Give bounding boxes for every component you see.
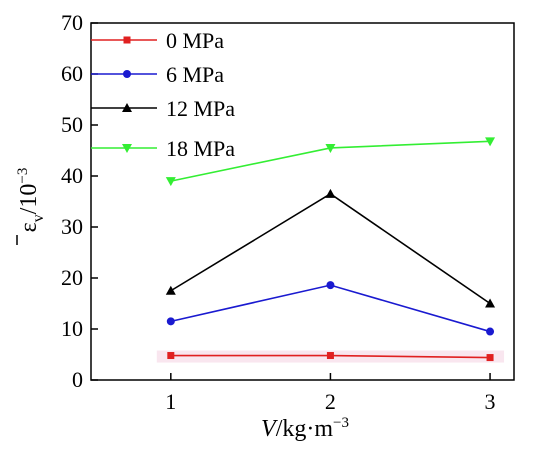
y-axis-label: εv/10−3 [15, 168, 47, 245]
data-point [325, 143, 336, 153]
y-tick-label: 60 [61, 61, 83, 86]
legend-marker [122, 103, 132, 112]
legend-item: 18 MPa [91, 136, 235, 161]
y-tick-label: 0 [72, 367, 83, 392]
legend-marker [123, 70, 131, 78]
legend-label: 0 MPa [166, 28, 224, 53]
data-point [326, 352, 334, 360]
data-point [325, 188, 336, 198]
y-axis-label-exponent: −3 [15, 168, 31, 184]
x-tick-label: 2 [325, 389, 336, 414]
legend-marker [123, 36, 131, 44]
series-3 [165, 137, 496, 187]
legend-item: 12 MPa [91, 96, 235, 121]
data-point [166, 317, 175, 326]
legend-item: 6 MPa [91, 62, 224, 87]
data-point [165, 177, 176, 187]
y-tick-label: 20 [61, 265, 83, 290]
data-point [165, 285, 176, 295]
y-tick-label: 30 [61, 214, 83, 239]
legend: 0 MPa 6 MPa 12 MPa 18 MPa [91, 28, 235, 161]
x-axis-label-unit: /kg·m [276, 416, 334, 442]
x-tick-label: 3 [485, 389, 496, 414]
data-point [485, 137, 496, 147]
series-2 [165, 188, 496, 308]
y-axis-label-subscript: v [30, 214, 47, 222]
plot-frame [90, 22, 515, 381]
series-lines [165, 137, 496, 362]
data-point [167, 352, 175, 360]
x-tick-label: 1 [165, 389, 176, 414]
y-tick-label: 70 [61, 10, 83, 35]
series-0 [167, 352, 494, 362]
x-axis-label-variable: V [261, 416, 278, 442]
svg-text:εv/10−3: εv/10−3 [15, 168, 47, 233]
y-tick-label: 40 [61, 163, 83, 188]
y-tick-label: 50 [61, 112, 83, 137]
x-axis-label: V/kg·m−3 [261, 415, 349, 442]
data-point [486, 327, 495, 336]
series-1 [166, 281, 495, 336]
y-tick-label: 10 [61, 316, 83, 341]
legend-marker [122, 144, 132, 153]
data-point [486, 354, 494, 362]
legend-label: 6 MPa [166, 62, 224, 87]
data-point [326, 281, 335, 290]
y-axis-label-unit: /10 [16, 184, 42, 215]
x-axis-label-exponent: −3 [333, 415, 349, 431]
plot-area [90, 22, 515, 381]
y-axis-label-symbol: ε [16, 222, 42, 232]
data-point [485, 298, 496, 308]
series-line [170, 284, 491, 333]
axis-ticks: 0 10 20 30 40 50 60 70 1 2 3 [61, 10, 496, 414]
legend-label: 18 MPa [166, 136, 235, 161]
legend-label: 12 MPa [166, 96, 235, 121]
legend-item: 0 MPa [91, 28, 224, 53]
